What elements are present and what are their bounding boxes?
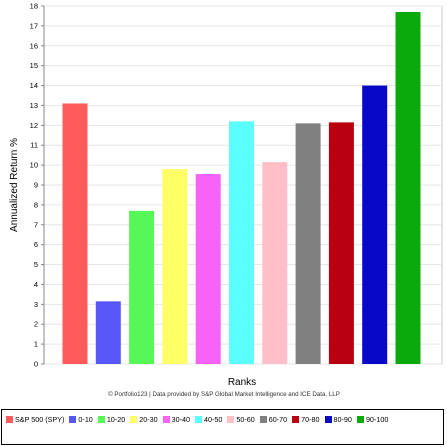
bars — [62, 11, 421, 365]
legend-swatch — [292, 416, 300, 423]
legend-label: 50-60 — [236, 415, 255, 424]
y-tick-label: 3 — [34, 300, 38, 309]
legend-item: 60-70 — [259, 413, 288, 427]
bar-20-30 — [162, 169, 188, 364]
legend-item: 0-10 — [69, 413, 93, 427]
y-tick-label: 8 — [34, 200, 38, 209]
bar-60-70 — [295, 123, 321, 364]
legend-item: 20-30 — [130, 413, 158, 427]
y-tick-label: 17 — [30, 21, 38, 30]
y-tick-label: 9 — [34, 181, 38, 190]
legend-label: 30-40 — [171, 415, 190, 424]
y-tick-label: 1 — [34, 340, 38, 349]
legend-label: 0-10 — [78, 415, 93, 424]
bar-40-50 — [229, 121, 254, 364]
legend-label: 60-70 — [268, 415, 288, 424]
bar-s-p-500-spy — [62, 103, 88, 364]
bar-80-90 — [362, 85, 388, 365]
y-tick-label: 16 — [30, 41, 38, 50]
y-tick-label: 14 — [30, 81, 38, 90]
y-tick-label: 7 — [34, 220, 38, 229]
x-axis-label: Ranks — [228, 377, 256, 388]
legend-item: 80-90 — [324, 413, 352, 427]
bar-30-40 — [195, 174, 221, 364]
legend-item: 10-20 — [97, 413, 126, 427]
y-tick-label: 15 — [30, 61, 38, 70]
y-tick-label: 11 — [30, 141, 38, 150]
legend-item: 90-100 — [356, 413, 389, 427]
legend-swatch — [162, 416, 170, 423]
legend-item: 30-40 — [162, 413, 190, 427]
bar-90-100 — [395, 11, 421, 364]
legend-label: 10-20 — [106, 415, 126, 424]
legend: S&P 500 (SPY) 0-10 10-20 20-30 30-40 40-50 50-… — [6, 413, 442, 427]
legend-swatch — [324, 416, 332, 423]
legend-swatch — [259, 416, 267, 423]
y-tick-label: 4 — [34, 280, 38, 289]
y-tick-label: 12 — [30, 121, 38, 130]
legend-item: 50-60 — [227, 413, 255, 427]
y-axis-label: Annualized Return % — [9, 138, 20, 232]
legend-swatch — [6, 416, 13, 423]
bar-10-20 — [129, 210, 155, 364]
legend-box: S&P 500 (SPY) 0-10 10-20 20-30 30-40 40-50 50-… — [1, 409, 444, 445]
legend-swatch — [97, 416, 105, 423]
bar-50-60 — [262, 162, 288, 364]
legend-label: 20-30 — [139, 415, 158, 424]
legend-swatch — [227, 416, 235, 423]
legend-swatch — [130, 416, 138, 423]
data-source-footnote: © Portfolio123 | Data provided by S&P Gl… — [108, 391, 340, 398]
legend-item: 40-50 — [194, 413, 223, 427]
legend-item: 70-80 — [292, 413, 320, 427]
y-tick-label: 0 — [34, 360, 38, 369]
legend-swatch — [69, 416, 77, 423]
chart-area: 0 1 2 3 4 5 6 7 8 9 10 11 12 13 14 15 16 17 18 Annualized … — [9, 2, 443, 398]
legend-swatch — [356, 416, 364, 423]
y-tick-label: 13 — [30, 101, 38, 110]
legend-label: 80-90 — [333, 415, 352, 424]
legend-item: S&P 500 (SPY) — [6, 413, 64, 427]
y-tick-label: 18 — [30, 2, 38, 11]
legend-label: 40-50 — [203, 415, 223, 424]
legend-label: 90-100 — [365, 415, 389, 424]
y-tick-label: 6 — [34, 240, 38, 249]
y-tick-label: 10 — [30, 161, 38, 170]
bar-0-10 — [95, 301, 121, 364]
y-tick-label: 5 — [34, 260, 38, 269]
legend-swatch — [194, 416, 202, 423]
y-tick-label: 2 — [34, 320, 38, 329]
legend-label: 70-80 — [301, 415, 320, 424]
bar-70-80 — [328, 122, 354, 364]
legend-label: S&P 500 (SPY) — [15, 415, 65, 424]
